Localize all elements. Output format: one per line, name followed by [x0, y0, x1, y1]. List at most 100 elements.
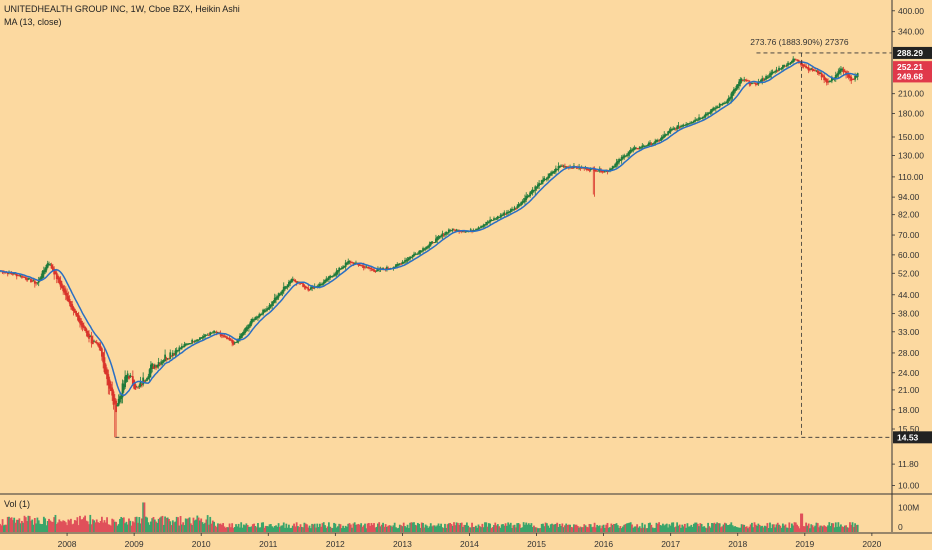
volume-bar: [400, 525, 403, 532]
candle-body: [320, 283, 323, 285]
candle-body: [490, 219, 493, 221]
candle-body: [834, 75, 837, 79]
candle-body: [99, 345, 102, 351]
candle-body: [266, 308, 268, 311]
candle-body: [156, 364, 159, 368]
candle-body: [223, 335, 226, 337]
volume-bar: [19, 523, 22, 532]
candle-body: [41, 271, 44, 278]
volume-bar: [703, 526, 706, 532]
candle-body: [115, 400, 117, 413]
candle-body: [224, 336, 227, 338]
volume-bar: [110, 525, 112, 532]
candle-body: [116, 404, 119, 407]
candle-body: [669, 129, 672, 132]
volume-bar: [273, 525, 276, 532]
volume-bar: [481, 523, 484, 532]
volume-bar: [649, 522, 651, 532]
volume-bar: [818, 527, 820, 532]
volume-bar: [340, 528, 343, 532]
volume-bar: [80, 519, 83, 532]
candle-body: [643, 145, 646, 147]
volume-bar: [383, 526, 386, 532]
candle-body: [402, 262, 405, 263]
candle-body: [516, 206, 519, 209]
price-axis-label: 340.00: [898, 27, 924, 37]
volume-bar: [375, 526, 378, 532]
candle-body: [358, 264, 361, 266]
candle-body: [742, 80, 744, 81]
candle-body: [214, 331, 217, 333]
volume-bar: [416, 522, 419, 532]
volume-bar: [842, 527, 845, 532]
volume-bar: [21, 520, 23, 532]
volume-bar: [411, 522, 414, 532]
volume-bar: [716, 522, 719, 532]
volume-bar: [464, 524, 467, 532]
volume-bar: [695, 522, 698, 532]
candle-body: [208, 335, 210, 336]
candle-body: [432, 242, 435, 244]
indicator-label[interactable]: MA (13, close): [4, 17, 62, 27]
volume-bar: [450, 524, 453, 532]
candle-body: [478, 227, 481, 229]
time-axis-label: 2013: [393, 539, 412, 549]
candle-body: [821, 75, 824, 77]
volume-bar: [689, 526, 691, 532]
volume-bar: [557, 526, 560, 532]
candle-body: [259, 313, 262, 316]
candle-body: [502, 214, 504, 216]
volume-bar: [112, 519, 115, 532]
volume-bar: [195, 519, 197, 532]
volume-bar: [272, 527, 275, 532]
volume-bar: [360, 523, 363, 532]
volume-bar: [455, 522, 458, 532]
volume-bar: [144, 516, 147, 532]
candle-body: [71, 304, 74, 310]
volume-bar: [437, 523, 440, 532]
candle-body: [293, 279, 295, 281]
candle-body: [124, 376, 127, 388]
volume-bar: [75, 520, 77, 532]
volume-bar: [250, 526, 253, 532]
candle-body: [752, 82, 755, 84]
volume-bar: [473, 526, 476, 532]
price-axis-label: 18.00: [898, 405, 920, 415]
volume-bar: [787, 527, 789, 532]
candle-body: [747, 80, 749, 82]
candle-body: [377, 268, 379, 272]
volume-bar: [427, 527, 430, 532]
candle-body: [613, 166, 615, 168]
candle-body: [745, 80, 748, 81]
candle-body: [625, 154, 628, 157]
candle-body: [199, 337, 201, 340]
volume-bar: [647, 523, 650, 532]
candle-body: [437, 236, 440, 239]
candle-body: [418, 251, 421, 254]
candle-body: [49, 264, 52, 266]
candle-body: [125, 375, 128, 382]
volume-bar: [54, 514, 57, 532]
volume-bar: [237, 523, 240, 532]
candle-body: [139, 381, 142, 387]
volume-bar: [459, 522, 462, 532]
volume-bar: [355, 524, 357, 532]
volume-bar: [596, 524, 599, 532]
volume-bar: [702, 526, 704, 532]
volume-bar: [302, 527, 304, 532]
volume-bar: [696, 523, 699, 532]
volume-label[interactable]: Vol (1): [4, 499, 31, 509]
volume-bar: [308, 525, 311, 532]
candle-body: [736, 84, 739, 89]
volume-bar: [545, 523, 548, 532]
candle-body: [21, 275, 23, 278]
candle-body: [435, 238, 437, 243]
volume-axis-label: 0: [898, 522, 903, 532]
volume-bar: [851, 522, 854, 532]
volume-bar: [298, 527, 301, 532]
volume-bar: [441, 527, 444, 532]
volume-bar: [401, 526, 404, 532]
volume-bar: [94, 522, 97, 532]
volume-bar: [151, 518, 154, 532]
